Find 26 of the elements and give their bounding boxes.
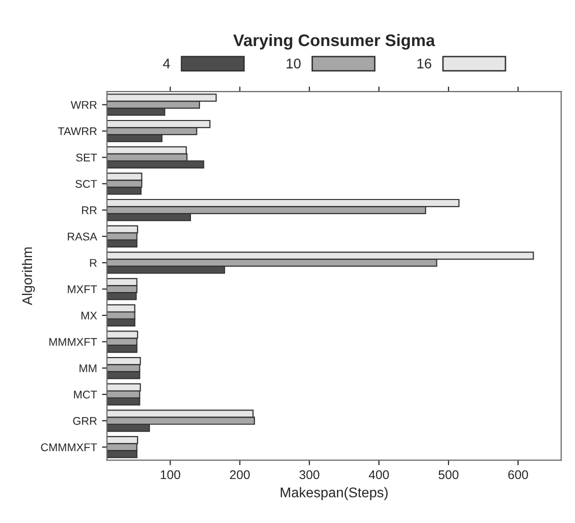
x-tick-label: 500 xyxy=(438,470,458,480)
x-axis-title: Makespan(Steps) xyxy=(280,487,388,500)
y-tick-label: MCT xyxy=(74,390,97,399)
y-tick-label: GRR xyxy=(73,417,97,425)
x-tick-label: 100 xyxy=(160,470,180,480)
x-tick-label: 300 xyxy=(299,470,320,480)
y-tick-label: MMMXFT xyxy=(49,338,97,346)
y-tick-label: R xyxy=(90,259,97,267)
legend-label: 4 xyxy=(163,58,170,68)
x-tick-label: 400 xyxy=(368,470,389,480)
y-tick-label: SET xyxy=(76,154,97,162)
y-tick-label: MM xyxy=(80,364,96,372)
y-tick-label: RR xyxy=(82,206,97,214)
y-tick-label: MX xyxy=(81,312,97,320)
x-tick-label: 200 xyxy=(230,470,250,480)
y-tick-label: TAWRR xyxy=(58,127,97,136)
y-axis-title: Algorithm xyxy=(22,247,35,306)
legend-label: 10 xyxy=(286,58,301,68)
y-tick-label: RASA xyxy=(68,232,98,241)
legend-title: Varying Consumer Sigma xyxy=(233,34,436,50)
y-tick-label: MXFT xyxy=(68,285,97,294)
x-tick-label: 600 xyxy=(508,470,528,480)
y-tick-label: CMMMXFT xyxy=(41,443,97,452)
y-tick-label: WRR xyxy=(70,101,97,109)
y-tick-label: SCT xyxy=(76,180,97,188)
legend-label: 16 xyxy=(417,58,432,68)
